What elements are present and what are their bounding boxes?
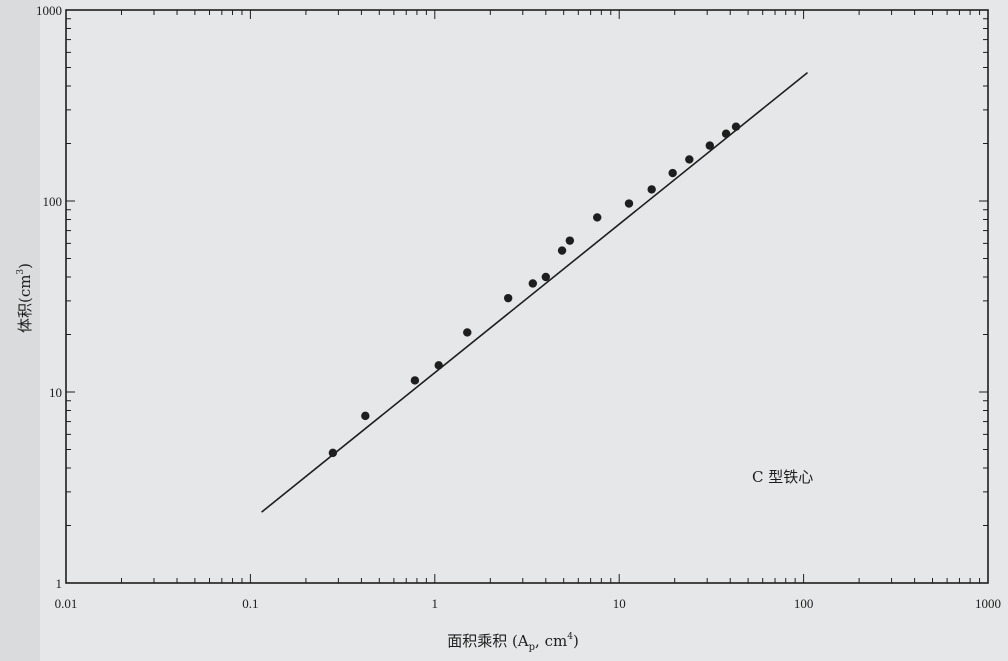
x-tick-label: 0.1: [242, 596, 258, 611]
data-point: [463, 328, 472, 337]
y-tick-label: 1: [56, 576, 63, 591]
x-axis-label-close: ): [573, 632, 579, 650]
data-point: [557, 246, 567, 255]
data-point: [731, 122, 741, 131]
x-tick-label: 10: [613, 596, 626, 611]
y-tick-label: 10: [49, 385, 62, 400]
y-axis-label-sup: 3: [16, 269, 26, 275]
paper-background: [40, 0, 1008, 661]
ticks-layer: [65, 10, 988, 584]
data-point: [593, 213, 602, 222]
marks-layer: [261, 72, 809, 513]
data-point: [328, 448, 338, 458]
x-tick-label: 100: [794, 596, 814, 611]
plot-frame: [65, 9, 989, 584]
data-point: [361, 411, 370, 421]
data-point: [624, 199, 634, 208]
x-axis-label-main: 面积乘积 (A: [447, 632, 529, 650]
x-tick-label: 1: [432, 596, 439, 611]
data-point: [503, 293, 513, 303]
y-axis-label-main: 体积(cm: [16, 275, 34, 333]
fit-line: [261, 72, 809, 513]
data-point: [721, 129, 731, 138]
x-axis-label-sub: p: [529, 642, 535, 653]
data-point: [528, 279, 538, 288]
x-axis-label: 面积乘积 (Ap, cm4): [447, 632, 579, 653]
y-tick-label: 1000: [36, 3, 62, 18]
x-tick-label: 1000: [975, 596, 1001, 611]
y-axis-label-close: ): [16, 263, 34, 269]
labels-layer: 0.01 0.1 1 10 100 1000 1 10 100 1000: [36, 3, 1001, 611]
y-tick-label: 100: [43, 194, 63, 209]
x-axis-label-tail: , cm: [535, 632, 567, 650]
data-point: [410, 376, 420, 385]
x-tick-label: 0.01: [55, 596, 78, 611]
data-point: [647, 185, 656, 194]
data-point: [685, 155, 694, 164]
data-point: [541, 272, 551, 282]
y-axis-label: 体积(cm3): [16, 263, 34, 333]
chart-annotation: C 型铁心: [752, 468, 813, 486]
data-point: [434, 361, 443, 370]
x-axis-label-sup: 4: [567, 632, 573, 642]
data-point: [565, 236, 575, 245]
data-point: [668, 168, 677, 178]
data-point: [705, 141, 715, 150]
